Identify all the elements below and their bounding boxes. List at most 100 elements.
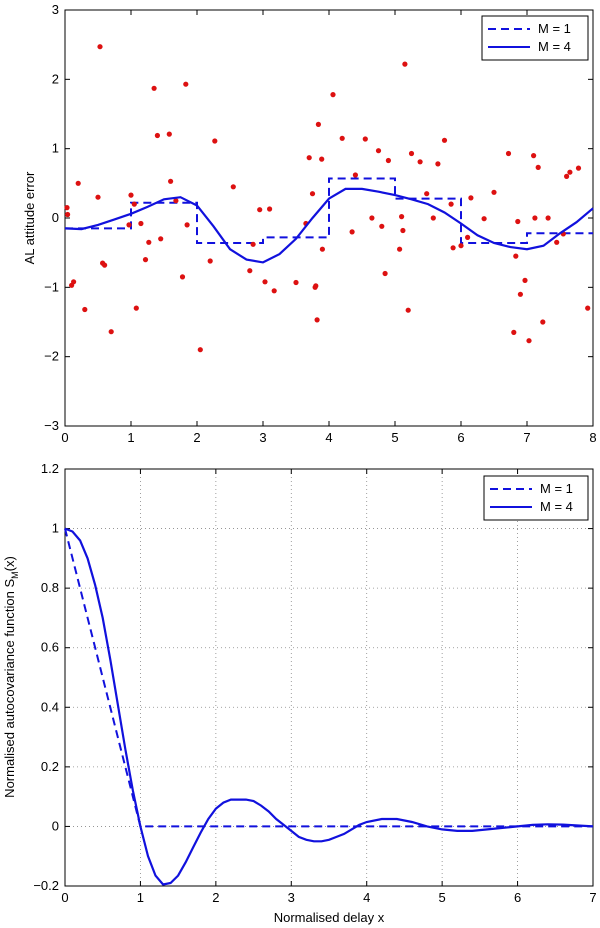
x-tick-label: 7: [523, 430, 530, 445]
data-point: [126, 222, 132, 228]
data-point: [309, 191, 316, 197]
data-point: [491, 189, 497, 195]
y-tick-label: −1: [44, 279, 59, 294]
data-point: [154, 132, 160, 139]
x-tick-label: 5: [439, 890, 446, 905]
data-point: [505, 150, 512, 157]
attitude-error-plot: 0 1 2 3 4 5 6 7 8 −3 −2 −1 0 1 2 3 M = 1 M = 4 AL attit…: [22, 2, 597, 445]
data-point: [385, 157, 391, 164]
data-point: [146, 239, 152, 245]
data-point: [430, 215, 436, 221]
data-point: [540, 319, 546, 325]
plot1-ylabel: AL attitude error: [22, 171, 37, 264]
y-tick-label: 3: [52, 2, 59, 17]
x-tick-label: 8: [589, 430, 596, 445]
legend-box: [483, 475, 589, 521]
data-point: [75, 180, 81, 186]
data-point: [267, 206, 273, 212]
data-point: [306, 155, 312, 161]
data-point: [424, 191, 430, 197]
data-point: [179, 274, 186, 280]
series-m4-curve: [64, 187, 594, 264]
data-point: [545, 215, 551, 221]
x-tick-label: 2: [193, 430, 200, 445]
data-point: [397, 246, 403, 252]
legend-box: [481, 15, 589, 61]
data-point: [526, 338, 532, 344]
plot2-ylabel-suffix: (x): [2, 556, 17, 571]
data-point: [313, 283, 319, 289]
data-point: [535, 164, 541, 170]
data-point: [138, 220, 144, 227]
data-point: [315, 121, 321, 127]
legend-plot2: M = 1 M = 4: [483, 475, 589, 521]
y-tick-label: 0: [52, 210, 59, 225]
data-point: [247, 268, 253, 274]
x-tick-label: 3: [288, 890, 295, 905]
y-tick-label: 2: [52, 71, 59, 86]
data-point: [339, 135, 345, 141]
data-point: [82, 306, 88, 313]
series-m4-line: [64, 527, 594, 886]
legend-m1-label: M = 1: [538, 21, 571, 36]
data-point: [173, 198, 179, 204]
data-point: [349, 229, 355, 235]
data-point: [465, 234, 471, 240]
data-point: [448, 201, 454, 207]
y-tick-label: −0.2: [33, 878, 59, 893]
data-point: [131, 201, 137, 207]
y-tick-label: −3: [44, 418, 59, 433]
data-point: [522, 277, 528, 283]
x-tick-label: 1: [137, 890, 144, 905]
data-point: [212, 138, 218, 144]
x-tick-label: 6: [457, 430, 464, 445]
data-point: [458, 243, 464, 249]
data-point: [108, 329, 114, 335]
data-point: [207, 258, 213, 264]
data-point: [166, 131, 172, 137]
data-point: [250, 241, 256, 247]
y-tick-label: 0.4: [41, 699, 59, 714]
legend-m4-label: M = 4: [540, 499, 573, 514]
data-point: [319, 246, 325, 252]
data-point: [513, 253, 519, 259]
data-point: [262, 279, 268, 285]
data-point: [95, 194, 101, 200]
data-point: [379, 223, 385, 229]
data-point: [151, 85, 157, 91]
plot2-xlabel: Normalised delay x: [274, 910, 385, 925]
x-tick-label: 0: [61, 430, 68, 445]
data-point: [375, 148, 382, 154]
data-point: [399, 214, 405, 220]
data-point: [481, 216, 487, 222]
data-point: [197, 347, 203, 353]
y-tick-label: 0.2: [41, 759, 59, 774]
y-tick-label: 1: [52, 141, 59, 156]
data-point: [400, 227, 406, 234]
x-tick-label: 6: [514, 890, 521, 905]
x-tick-label: 5: [391, 430, 398, 445]
x-tick-label: 1: [127, 430, 134, 445]
data-point: [382, 270, 388, 277]
x-tick-label: 4: [325, 430, 332, 445]
y-tick-label: −2: [44, 349, 59, 364]
data-point: [468, 195, 474, 201]
data-point: [158, 236, 164, 242]
data-point: [183, 81, 189, 87]
x-tick-label: 2: [212, 890, 219, 905]
x-tick-label: 4: [363, 890, 370, 905]
y-tick-label: 0: [52, 818, 59, 833]
y-tick-label: 1.2: [41, 461, 59, 476]
y-tick-label: 0.6: [41, 640, 59, 655]
x-tick-label: 7: [589, 890, 596, 905]
y-tick-label: 1: [52, 521, 59, 536]
legend-plot1: M = 1 M = 4: [481, 15, 589, 61]
data-point: [405, 307, 411, 313]
plot2-ylabel: Normalised autocovariance function SM(x): [2, 556, 20, 798]
data-point: [575, 165, 582, 171]
data-point: [554, 239, 560, 245]
x-tick-label: 0: [61, 890, 68, 905]
autocovariance-plot: 0 1 2 3 4 5 6 7−0.200.20.40.60.811.2 M = 1 M = …: [2, 461, 597, 925]
data-point: [531, 153, 537, 159]
data-point: [352, 172, 358, 178]
